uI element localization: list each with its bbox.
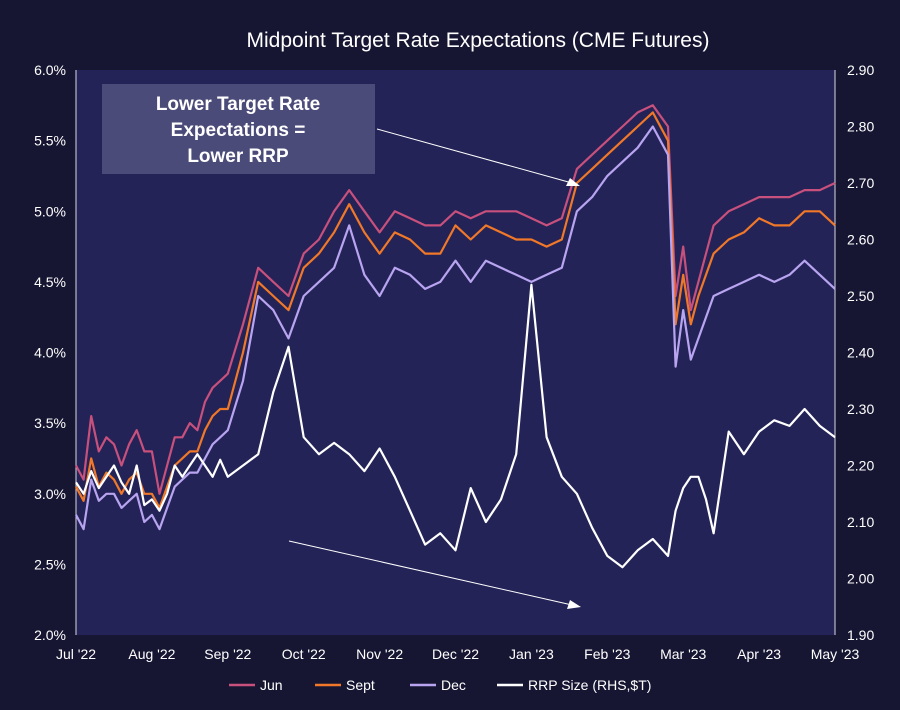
annotation-line-3: Lower RRP [187, 146, 289, 167]
left-tick-label: 3.0% [34, 486, 66, 502]
right-tick-label: 2.30 [847, 401, 874, 417]
x-tick-label: Jul '22 [56, 646, 96, 662]
right-tick-label: 2.10 [847, 514, 874, 530]
series-lines [75, 104, 836, 569]
legend-label: Jun [260, 677, 283, 693]
annotation-arrow-upper [376, 128, 580, 186]
annotation: Lower Target Rate Expectations = Lower R… [102, 84, 375, 174]
x-tick-label: Aug '22 [128, 646, 175, 662]
annotation-arrow-lower [288, 540, 581, 609]
right-tick-label: 2.20 [847, 458, 874, 474]
legend-item-dec: Dec [410, 677, 466, 693]
chart-title: Midpoint Target Rate Expectations (CME F… [247, 29, 710, 52]
x-tick-label: Apr '23 [737, 646, 781, 662]
x-tick-label: Feb '23 [584, 646, 630, 662]
x-tick-label: Dec '22 [432, 646, 479, 662]
right-tick-label: 2.40 [847, 345, 874, 361]
x-axis-ticks: Jul '22 Aug '22 Sep '22 Oct '22 Nov '22 Dec '… [56, 646, 860, 662]
series-line-rrp-size-rhs-t [75, 283, 836, 569]
left-tick-label: 3.5% [34, 415, 66, 431]
right-tick-label: 2.80 [847, 119, 874, 135]
left-tick-label: 4.5% [34, 274, 66, 290]
annotation-box [102, 84, 375, 174]
annotation-line-2: Expectations = [171, 120, 306, 141]
legend: Jun Sept Dec RRP Size (RHS,$T) [229, 677, 651, 693]
x-tick-label: May '23 [811, 646, 860, 662]
right-axis-ticks: 1.90 2.00 2.10 2.20 2.30 2.40 2.50 2.60 2.70 2.80… [847, 62, 874, 643]
x-tick-label: Mar '23 [660, 646, 706, 662]
right-tick-label: 2.60 [847, 232, 874, 248]
right-tick-label: 2.90 [847, 62, 874, 78]
legend-label: Sept [346, 677, 375, 693]
x-tick-label: Sep '22 [204, 646, 251, 662]
series-line-dec [75, 125, 836, 531]
left-tick-label: 5.5% [34, 133, 66, 149]
x-tick-label: Nov '22 [356, 646, 403, 662]
right-tick-label: 2.70 [847, 175, 874, 191]
legend-label: RRP Size (RHS,$T) [528, 677, 651, 693]
annotation-line-1: Lower Target Rate [156, 94, 320, 115]
series-line-sept [75, 111, 836, 509]
left-tick-label: 2.5% [34, 556, 66, 572]
legend-label: Dec [441, 677, 466, 693]
legend-item-jun: Jun [229, 677, 283, 693]
series-line-jun [75, 104, 836, 495]
right-tick-label: 2.50 [847, 288, 874, 304]
left-tick-label: 2.0% [34, 627, 66, 643]
left-tick-label: 6.0% [34, 62, 66, 78]
x-tick-label: Jan '23 [509, 646, 554, 662]
legend-item-sept: Sept [315, 677, 375, 693]
right-tick-label: 2.00 [847, 571, 874, 587]
right-tick-label: 1.90 [847, 627, 874, 643]
x-tick-label: Oct '22 [282, 646, 326, 662]
left-tick-label: 5.0% [34, 203, 66, 219]
left-axis-ticks: 2.0% 2.5% 3.0% 3.5% 4.0% 4.5% 5.0% 5.5% 6.0% [34, 62, 66, 643]
left-tick-label: 4.0% [34, 345, 66, 361]
legend-item-rrp-size-rhs-t: RRP Size (RHS,$T) [497, 677, 651, 693]
